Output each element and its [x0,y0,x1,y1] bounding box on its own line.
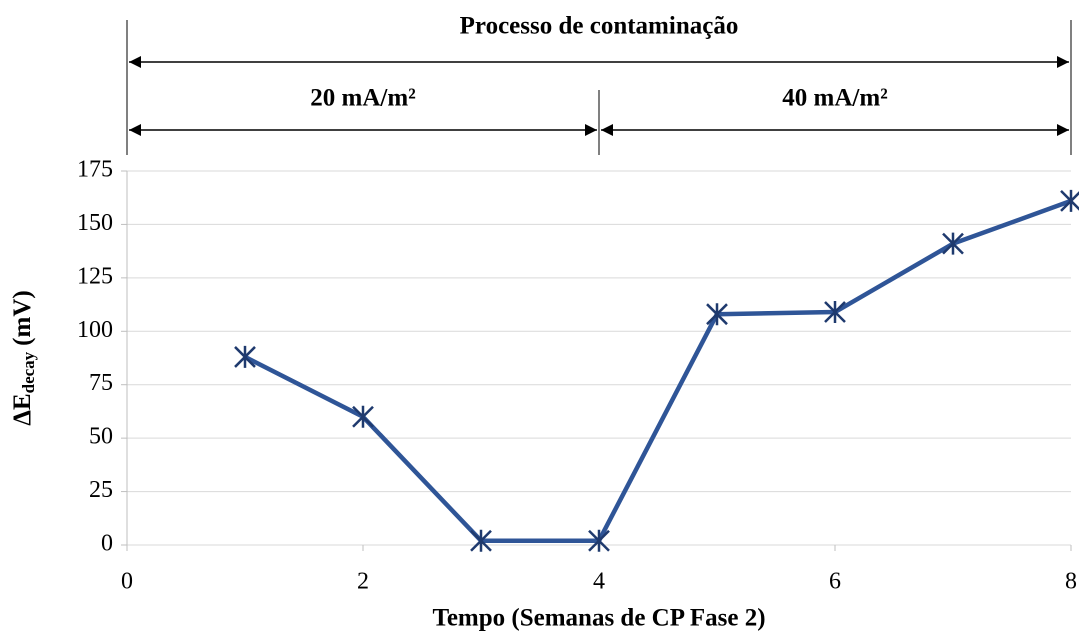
y-tick-label: 0 [101,531,113,557]
marker [234,345,256,368]
marker [352,405,374,428]
y-tick-label: 150 [77,210,113,236]
annotation-label: 40 mA/m² [782,85,887,112]
x-tick-label: 8 [1065,569,1077,595]
series-line [243,198,1072,543]
annotation-label: Processo de contaminação [460,13,739,40]
y-tick-label: 75 [89,370,113,396]
marker [824,301,846,324]
annotation-label: 20 mA/m² [310,85,415,112]
y-tick-label: 100 [77,317,113,343]
x-tick-label: 4 [593,569,605,595]
y-tick-label: 175 [77,157,113,183]
x-axis-label: Tempo (Semanas de CP Fase 2) [432,605,765,632]
x-tick-label: 0 [121,569,133,595]
x-tick-label: 2 [357,569,369,595]
y-tick-label: 125 [77,263,113,289]
y-tick-label: 25 [89,477,113,503]
y-label-unit: (mV) [9,290,36,346]
marker [470,529,492,552]
x-tick-label: 6 [829,569,841,595]
marker [706,303,728,326]
y-tick-label: 50 [89,424,113,450]
marker [1060,189,1079,212]
y-axis-label: ΔEdecay (mV) [9,290,38,425]
marker [588,529,610,552]
y-label-main: ΔE [9,393,36,425]
marker [942,232,964,255]
y-label-sub: decay [19,351,38,393]
